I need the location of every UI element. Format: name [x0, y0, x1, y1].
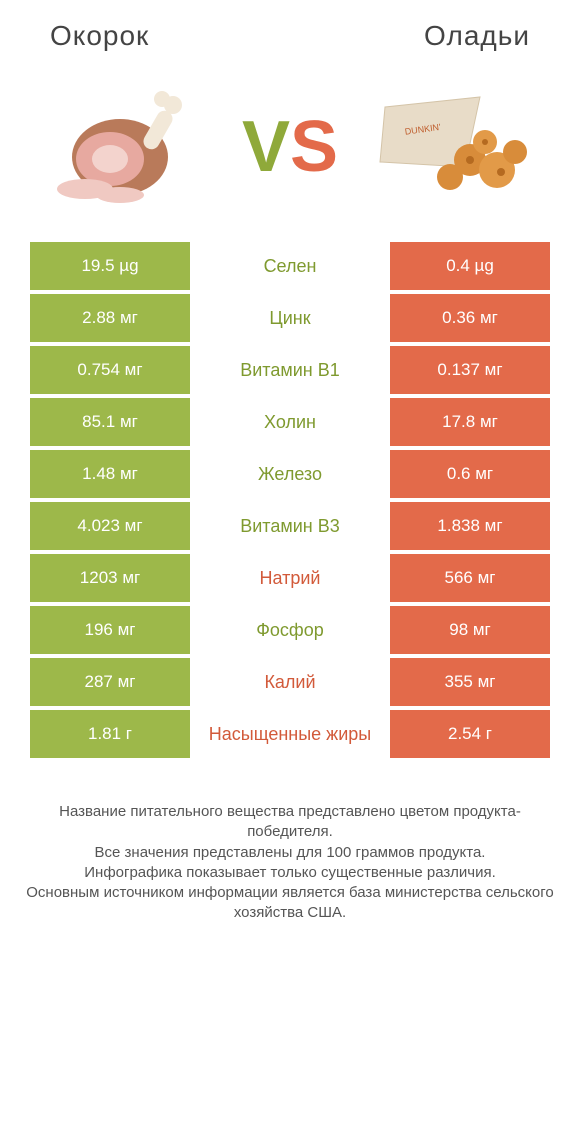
table-row: 2.88 мгЦинк0.36 мг — [30, 294, 550, 346]
table-row: 1203 мгНатрий566 мг — [30, 554, 550, 606]
value-right: 0.137 мг — [390, 346, 550, 394]
footer-line: Инфографика показывает только существенн… — [20, 863, 560, 883]
value-right: 1.838 мг — [390, 502, 550, 550]
value-right: 98 мг — [390, 606, 550, 654]
footer-line: Название питательного вещества представл… — [20, 802, 560, 843]
nutrient-label: Витамин B3 — [190, 502, 390, 550]
nutrient-label: Цинк — [190, 294, 390, 342]
footer-line: Основным источником информации является … — [20, 883, 560, 924]
value-left: 2.88 мг — [30, 294, 190, 342]
value-right: 566 мг — [390, 554, 550, 602]
value-left: 1.81 г — [30, 710, 190, 758]
hero: VS DUNKIN' — [0, 62, 580, 242]
value-left: 1203 мг — [30, 554, 190, 602]
table-row: 287 мгКалий355 мг — [30, 658, 550, 710]
value-left: 1.48 мг — [30, 450, 190, 498]
nutrient-label: Калий — [190, 658, 390, 706]
nutrient-label: Насыщенные жиры — [190, 710, 390, 758]
value-right: 17.8 мг — [390, 398, 550, 446]
ham-image — [40, 82, 210, 212]
value-right: 355 мг — [390, 658, 550, 706]
title-right: Оладьи — [424, 20, 530, 52]
title-left: Окорок — [50, 20, 149, 52]
vs-s: S — [290, 107, 338, 187]
table-row: 85.1 мгХолин17.8 мг — [30, 398, 550, 450]
table-row: 196 мгФосфор98 мг — [30, 606, 550, 658]
vs-v: V — [242, 107, 290, 187]
footer-notes: Название питательного вещества представл… — [0, 762, 580, 944]
value-left: 85.1 мг — [30, 398, 190, 446]
nuggets-image: DUNKIN' — [370, 82, 540, 212]
nutrient-label: Железо — [190, 450, 390, 498]
header: Окорок Оладьи — [0, 0, 580, 62]
value-left: 287 мг — [30, 658, 190, 706]
table-row: 4.023 мгВитамин B31.838 мг — [30, 502, 550, 554]
nutrient-label: Фосфор — [190, 606, 390, 654]
comparison-table: 19.5 µgСелен0.4 µg2.88 мгЦинк0.36 мг0.75… — [0, 242, 580, 762]
value-right: 0.36 мг — [390, 294, 550, 342]
value-right: 0.4 µg — [390, 242, 550, 290]
value-left: 4.023 мг — [30, 502, 190, 550]
footer-line: Все значения представлены для 100 граммо… — [20, 843, 560, 863]
nutrient-label: Витамин B1 — [190, 346, 390, 394]
table-row: 1.48 мгЖелезо0.6 мг — [30, 450, 550, 502]
value-left: 0.754 мг — [30, 346, 190, 394]
nutrient-label: Натрий — [190, 554, 390, 602]
value-right: 0.6 мг — [390, 450, 550, 498]
value-left: 196 мг — [30, 606, 190, 654]
table-row: 19.5 µgСелен0.4 µg — [30, 242, 550, 294]
table-row: 1.81 гНасыщенные жиры2.54 г — [30, 710, 550, 762]
nutrient-label: Холин — [190, 398, 390, 446]
nutrient-label: Селен — [190, 242, 390, 290]
value-left: 19.5 µg — [30, 242, 190, 290]
table-row: 0.754 мгВитамин B10.137 мг — [30, 346, 550, 398]
vs-label: VS — [242, 111, 338, 183]
value-right: 2.54 г — [390, 710, 550, 758]
